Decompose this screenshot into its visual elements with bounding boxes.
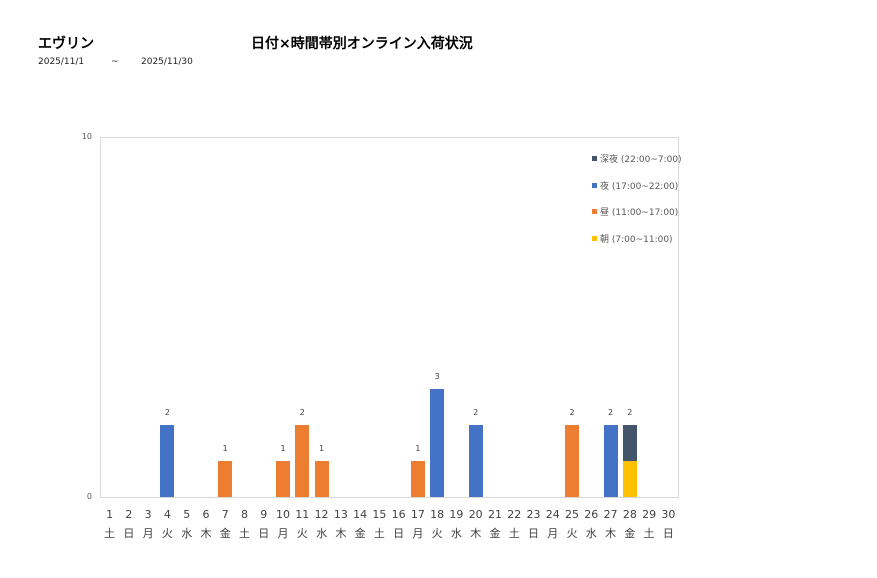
x-tick-day: 18 xyxy=(430,508,445,521)
data-label: 2 xyxy=(608,408,614,417)
x-tick-day: 19 xyxy=(449,508,464,521)
x-tick-weekday: 水 xyxy=(450,527,462,540)
legend-swatch-icon xyxy=(592,236,597,241)
x-tick-day: 10 xyxy=(276,508,291,521)
date-separator: ~ xyxy=(111,57,119,67)
x-tick-weekday: 金 xyxy=(354,527,366,540)
x-tick-weekday: 土 xyxy=(104,527,116,540)
x-tick-weekday: 金 xyxy=(489,527,501,540)
x-tick-day: 11 xyxy=(295,508,310,521)
x-tick-day: 1 xyxy=(106,508,114,521)
x-tick-day: 15 xyxy=(372,508,387,521)
bar-yoru xyxy=(468,425,483,497)
x-tick-weekday: 火 xyxy=(296,527,308,540)
data-label: 2 xyxy=(627,408,633,417)
x-tick-weekday: 金 xyxy=(624,527,636,540)
x-tick-weekday: 金 xyxy=(219,527,231,540)
x-tick-day: 28 xyxy=(622,508,637,521)
bar-hiru xyxy=(314,461,329,497)
x-tick-day: 2 xyxy=(125,508,133,521)
y-tick-max: 10 xyxy=(81,132,92,141)
x-tick-weekday: 木 xyxy=(200,527,212,540)
x-tick-weekday: 月 xyxy=(412,527,424,540)
x-tick-weekday: 土 xyxy=(508,527,520,540)
data-label: 2 xyxy=(164,408,170,417)
x-tick-weekday: 日 xyxy=(393,527,405,540)
plot-area xyxy=(100,137,679,498)
x-tick-weekday: 水 xyxy=(181,527,193,540)
x-tick-weekday: 木 xyxy=(470,527,482,540)
data-label: 1 xyxy=(319,444,325,453)
x-tick-day: 4 xyxy=(163,508,171,521)
legend-item-shinya: 深夜 (22:00~7:00) xyxy=(592,152,682,165)
x-tick-day: 30 xyxy=(661,508,676,521)
x-tick-day: 12 xyxy=(314,508,329,521)
x-tick-day: 3 xyxy=(144,508,152,521)
page-title: 日付×時間帯別オンライン入荷状況 xyxy=(251,36,473,52)
x-tick-day: 20 xyxy=(468,508,483,521)
bar-hiru xyxy=(276,461,291,497)
x-tick-weekday: 土 xyxy=(373,527,385,540)
x-tick-day: 13 xyxy=(333,508,348,521)
x-tick-weekday: 火 xyxy=(566,527,578,540)
x-tick-day: 27 xyxy=(603,508,618,521)
x-tick-day: 17 xyxy=(410,508,425,521)
x-tick-day: 29 xyxy=(642,508,657,521)
bar-hiru xyxy=(218,461,233,497)
x-tick-weekday: 水 xyxy=(585,527,597,540)
bar-yoru xyxy=(160,425,175,497)
legend-swatch-icon xyxy=(592,209,597,214)
x-tick-weekday: 月 xyxy=(142,527,154,540)
x-tick-day: 22 xyxy=(507,508,522,521)
x-tick-weekday: 水 xyxy=(316,527,328,540)
x-tick-weekday: 日 xyxy=(528,527,539,540)
date-to: 2025/11/30 xyxy=(141,57,193,67)
bar-yoru xyxy=(430,389,445,497)
bar-yoru xyxy=(603,425,618,497)
x-tick-day: 26 xyxy=(584,508,599,521)
x-tick-day: 9 xyxy=(260,508,268,521)
x-tick-weekday: 木 xyxy=(605,527,617,540)
legend-item-asa: 朝 (7:00~11:00) xyxy=(592,232,673,245)
x-tick-day: 25 xyxy=(565,508,580,521)
data-label: 1 xyxy=(280,444,286,453)
data-label: 2 xyxy=(569,408,575,417)
brand-name: エヴリン xyxy=(38,36,94,52)
bar-shinya xyxy=(622,425,637,461)
y-tick-min: 0 xyxy=(86,492,92,501)
data-label: 2 xyxy=(299,408,305,417)
bar-asa xyxy=(622,461,637,497)
legend-swatch-icon xyxy=(592,183,597,188)
data-label: 3 xyxy=(434,372,440,381)
x-tick-weekday: 月 xyxy=(277,527,289,540)
data-label: 2 xyxy=(473,408,479,417)
x-tick-weekday: 土 xyxy=(239,527,250,540)
date-from: 2025/11/1 xyxy=(38,57,85,67)
x-tick-weekday: 火 xyxy=(161,527,173,540)
x-tick-day: 16 xyxy=(391,508,406,521)
x-tick-day: 24 xyxy=(545,508,560,521)
x-tick-day: 7 xyxy=(221,508,229,521)
x-tick-day: 6 xyxy=(202,508,210,521)
x-tick-weekday: 日 xyxy=(258,527,270,540)
x-tick-weekday: 月 xyxy=(547,527,559,540)
x-tick-weekday: 火 xyxy=(431,527,443,540)
x-tick-weekday: 日 xyxy=(123,527,135,540)
bar-hiru xyxy=(410,461,425,497)
bar-hiru xyxy=(565,425,580,497)
data-label: 1 xyxy=(222,444,228,453)
legend-swatch-icon xyxy=(592,156,597,161)
bar-hiru xyxy=(295,425,310,497)
x-tick-day: 5 xyxy=(183,508,191,521)
x-tick-day: 14 xyxy=(353,508,368,521)
legend-item-hiru: 昼 (11:00~17:00) xyxy=(592,205,678,218)
x-tick-weekday: 日 xyxy=(662,527,674,540)
x-tick-day: 23 xyxy=(526,508,541,521)
x-tick-weekday: 木 xyxy=(335,527,347,540)
x-tick-day: 21 xyxy=(487,508,502,521)
legend-item-yoru: 夜 (17:00~22:00) xyxy=(592,179,678,192)
x-tick-weekday: 土 xyxy=(643,527,655,540)
data-label: 1 xyxy=(415,444,421,453)
x-tick-day: 8 xyxy=(241,508,248,521)
